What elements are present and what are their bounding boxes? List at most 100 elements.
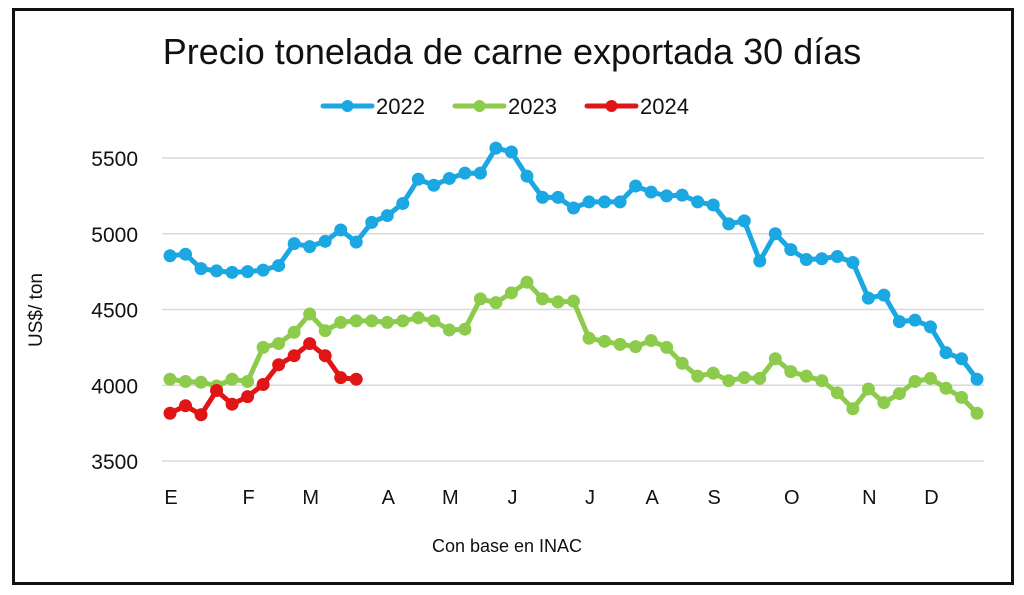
data-point-2023 xyxy=(473,292,487,306)
data-point-2023 xyxy=(768,352,782,366)
legend-swatch-marker xyxy=(341,100,354,112)
gridlines xyxy=(162,157,984,462)
data-point-2022 xyxy=(535,190,549,204)
data-point-2023 xyxy=(660,340,674,354)
data-point-2022 xyxy=(194,262,208,276)
data-point-2023 xyxy=(241,374,255,388)
data-point-2023 xyxy=(567,294,581,308)
data-point-2023 xyxy=(179,374,193,388)
data-point-2022 xyxy=(691,195,705,209)
data-point-2022 xyxy=(210,264,224,278)
data-point-2023 xyxy=(318,324,332,338)
x-tick-label: S xyxy=(708,487,721,509)
data-point-2022 xyxy=(675,188,689,202)
data-point-2023 xyxy=(551,295,565,309)
x-tick-label: O xyxy=(784,487,800,509)
data-point-2024 xyxy=(210,384,224,398)
data-point-2022 xyxy=(458,166,472,180)
data-point-2023 xyxy=(908,374,922,388)
data-point-2022 xyxy=(318,234,332,248)
data-point-2022 xyxy=(349,235,363,249)
chart-title: Precio tonelada de carne exportada 30 dí… xyxy=(163,31,861,72)
data-point-2023 xyxy=(675,356,689,370)
data-point-2023 xyxy=(163,372,177,386)
data-point-2022 xyxy=(225,265,239,279)
x-tick-label: J xyxy=(585,487,595,509)
data-point-2023 xyxy=(427,314,441,328)
data-point-2023 xyxy=(799,369,813,383)
data-point-2022 xyxy=(846,256,860,270)
legend-label: 2023 xyxy=(508,94,557,119)
data-point-2023 xyxy=(535,292,549,306)
data-point-2022 xyxy=(706,198,720,212)
data-point-2022 xyxy=(660,189,674,203)
y-tick-label: 4000 xyxy=(91,375,138,398)
data-point-2022 xyxy=(784,243,798,257)
data-point-2023 xyxy=(846,402,860,416)
data-point-2023 xyxy=(830,386,844,400)
data-point-2022 xyxy=(970,372,984,386)
x-tick-label: A xyxy=(382,487,396,509)
data-point-2022 xyxy=(504,145,518,159)
data-point-2022 xyxy=(489,141,503,155)
data-point-2024 xyxy=(256,377,270,391)
y-tick-label: 4500 xyxy=(91,300,138,323)
y-axis-label: US$/ ton xyxy=(26,273,47,347)
data-point-2022 xyxy=(567,201,581,215)
legend-swatch-marker xyxy=(605,100,618,112)
data-point-2023 xyxy=(923,371,937,385)
data-point-2022 xyxy=(799,253,813,267)
series-2022 xyxy=(163,141,984,386)
series-2023 xyxy=(163,275,984,420)
data-point-2022 xyxy=(737,214,751,228)
legend-label: 2022 xyxy=(376,94,425,119)
x-tick-label: E xyxy=(164,487,177,509)
data-point-2022 xyxy=(442,171,456,185)
data-point-2022 xyxy=(613,195,627,209)
data-point-2023 xyxy=(256,340,270,354)
data-point-2023 xyxy=(877,396,891,410)
data-point-2023 xyxy=(272,337,286,351)
data-point-2024 xyxy=(225,397,239,411)
data-point-2023 xyxy=(784,365,798,379)
x-axis-label: Con base en INAC xyxy=(432,536,582,556)
data-point-2024 xyxy=(287,349,301,363)
data-point-2023 xyxy=(955,390,969,404)
legend-item-2023: 2023 xyxy=(452,94,557,119)
data-point-2023 xyxy=(334,315,348,329)
data-point-2022 xyxy=(753,254,767,268)
legend-swatch-marker xyxy=(473,100,486,112)
data-point-2023 xyxy=(815,374,829,388)
y-tick-label: 5500 xyxy=(91,148,138,171)
data-point-2023 xyxy=(303,307,317,321)
data-point-2023 xyxy=(442,323,456,337)
data-point-2022 xyxy=(644,185,658,199)
data-point-2022 xyxy=(877,288,891,302)
data-point-2023 xyxy=(737,371,751,385)
legend-item-2022: 2022 xyxy=(320,94,425,119)
data-point-2024 xyxy=(179,399,193,413)
data-point-2024 xyxy=(318,349,332,363)
data-point-2022 xyxy=(551,190,565,204)
data-point-2023 xyxy=(582,331,596,345)
data-point-2022 xyxy=(908,313,922,327)
x-tick-label: M xyxy=(302,487,319,509)
x-tick-label: J xyxy=(507,487,517,509)
data-point-2023 xyxy=(380,315,394,329)
data-point-2024 xyxy=(194,408,208,422)
data-point-2023 xyxy=(365,314,379,328)
data-point-2023 xyxy=(861,382,875,396)
legend: 2022 2023 2024 xyxy=(320,94,689,119)
data-point-2023 xyxy=(411,311,425,325)
data-point-2023 xyxy=(892,387,906,401)
data-point-2022 xyxy=(287,237,301,251)
data-point-2022 xyxy=(303,240,317,254)
data-point-2023 xyxy=(598,334,612,348)
y-axis-ticks: 5500 5000 4500 4000 3500 xyxy=(91,148,138,474)
y-tick-label: 5000 xyxy=(91,224,138,247)
data-point-2023 xyxy=(722,374,736,388)
data-point-2022 xyxy=(380,209,394,223)
series-group xyxy=(163,141,984,422)
data-point-2022 xyxy=(427,178,441,192)
